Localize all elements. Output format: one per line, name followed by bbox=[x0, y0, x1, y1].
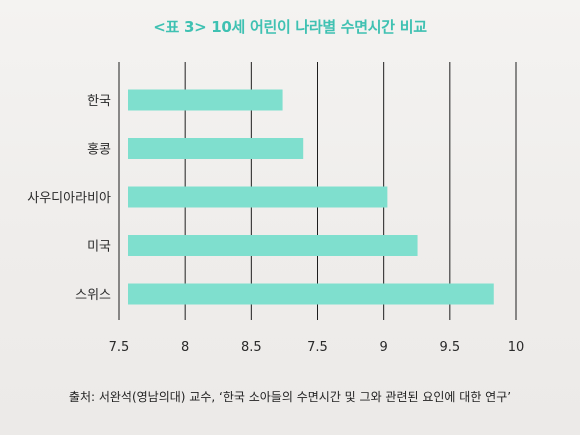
chart-title: <표 3> 10세 어린이 나라별 수면시간 비교 bbox=[153, 18, 427, 36]
x-tick-label: 10 bbox=[508, 340, 525, 355]
source-note: 출처: 서완석(영남의대) 교수, ‘한국 소아들의 수면시간 및 그와 관련된… bbox=[68, 390, 512, 404]
bar bbox=[128, 235, 418, 256]
category-label: 미국 bbox=[87, 240, 111, 255]
bar bbox=[128, 138, 304, 159]
category-label: 스위스 bbox=[75, 288, 111, 303]
category-label: 홍콩 bbox=[87, 143, 111, 158]
bars bbox=[128, 89, 494, 305]
x-tick-label: 8.5 bbox=[241, 340, 262, 355]
category-label: 한국 bbox=[87, 94, 111, 109]
x-tick-label: 8 bbox=[181, 340, 189, 355]
x-tick-labels: 7.5 8 8.5 7.5 9 9.5 10 bbox=[109, 340, 525, 355]
bar bbox=[128, 283, 494, 305]
bar bbox=[128, 89, 283, 111]
x-tick-label: 9 bbox=[380, 340, 388, 355]
x-tick-label: 7.5 bbox=[109, 340, 130, 355]
x-tick-label: 7.5 bbox=[307, 340, 328, 355]
category-label: 사우디아라비아 bbox=[27, 191, 111, 206]
bar bbox=[128, 186, 388, 208]
x-tick-label: 9.5 bbox=[439, 340, 460, 355]
